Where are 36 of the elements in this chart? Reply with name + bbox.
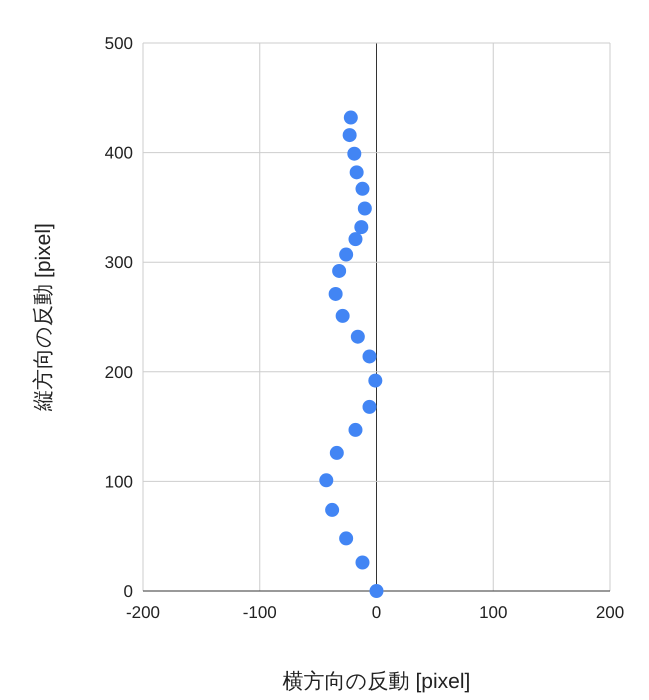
point — [350, 330, 365, 344]
y-axis-title: 縦方向の反動 [pixel] — [32, 223, 55, 412]
point — [370, 584, 384, 598]
x-tick-label: 100 — [479, 603, 508, 622]
x-axis-title: 横方向の反動 [pixel] — [282, 670, 470, 693]
point — [347, 146, 362, 161]
point — [368, 374, 382, 388]
x-tick-label: -200 — [126, 603, 160, 622]
point — [362, 400, 376, 414]
y-tick-label: 500 — [104, 34, 133, 53]
point — [358, 201, 372, 216]
point — [348, 232, 362, 246]
point — [336, 308, 350, 323]
point — [339, 531, 354, 546]
x-tick-label: 200 — [596, 603, 624, 622]
point — [354, 220, 368, 234]
point — [342, 128, 357, 142]
y-tick-label: 200 — [104, 362, 133, 382]
point — [350, 165, 364, 180]
point — [344, 110, 358, 125]
point — [332, 264, 346, 278]
point — [330, 446, 344, 460]
y-tick-label: 100 — [104, 472, 133, 492]
x-tick-label: 0 — [372, 603, 382, 622]
point — [328, 286, 343, 301]
y-tick-label: 0 — [124, 582, 133, 601]
point — [362, 349, 376, 364]
point — [339, 248, 354, 262]
point — [319, 473, 334, 488]
point — [325, 502, 340, 517]
y-tick-label: 400 — [104, 144, 133, 163]
point — [355, 182, 370, 196]
point — [355, 556, 370, 570]
y-tick-label: 300 — [104, 253, 133, 272]
point — [348, 422, 362, 437]
x-tick-label: -100 — [242, 603, 277, 622]
